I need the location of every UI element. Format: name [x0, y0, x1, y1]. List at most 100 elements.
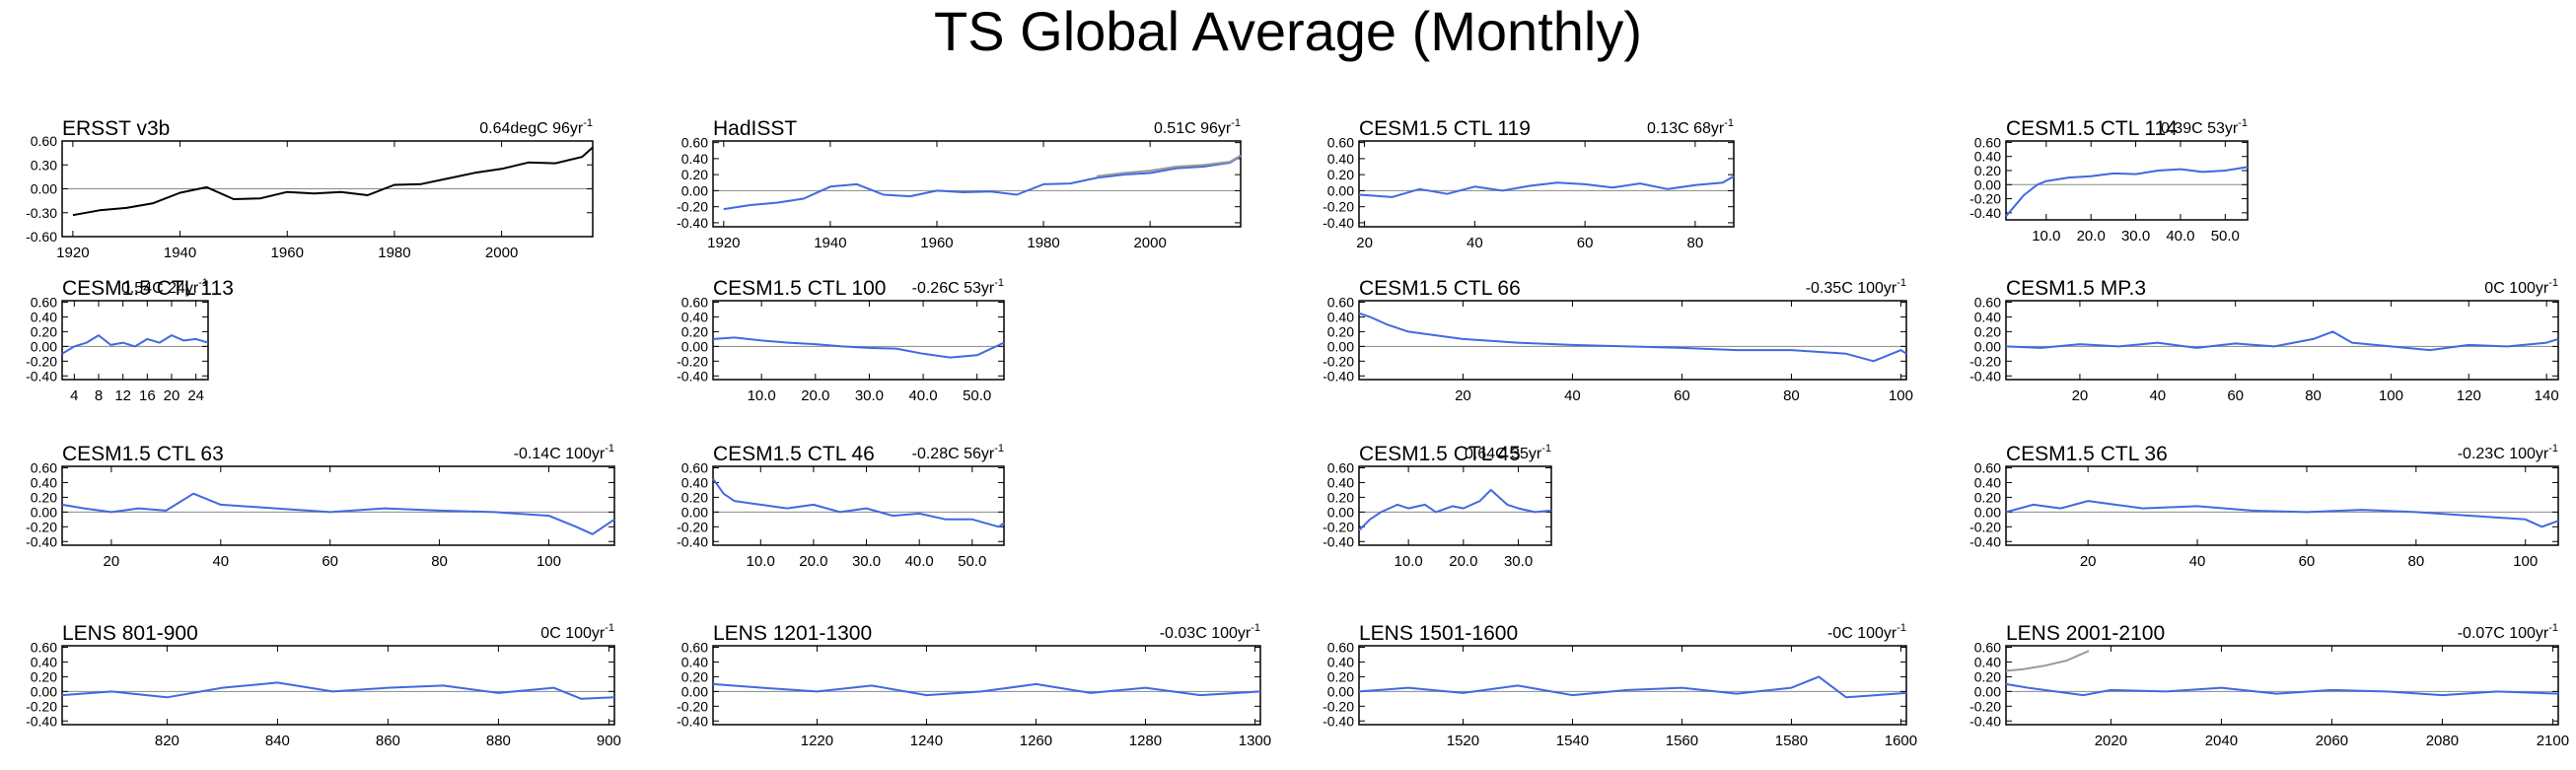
x-tick-label: 30.0 [855, 387, 884, 404]
plot-frame [1358, 300, 1907, 381]
panel-8: -0.40-0.200.000.200.400.60 20 40 60 80 100 120… [1969, 277, 2559, 404]
y-tick-label: 0.00 [1327, 182, 1354, 198]
trend-exponent: -1 [1231, 117, 1241, 129]
y-tick-label: 0.40 [1327, 309, 1354, 324]
y-tick-label: 0.00 [681, 504, 708, 520]
trend-value: 0.54C 24yr [121, 280, 199, 297]
x-tick-label: 1220 [801, 733, 833, 749]
y-tick-label: 0.00 [1327, 338, 1354, 354]
x-tick-label: 1920 [56, 245, 89, 261]
trend-value: 0.39C 53yr [2161, 120, 2239, 137]
y-tick-label: -0.20 [26, 698, 57, 714]
x-tick-label: 20 [164, 387, 180, 404]
y-tick-label: -0.40 [677, 713, 708, 729]
y-tick-label: 0.00 [681, 182, 708, 198]
plot-frame [61, 645, 615, 726]
y-tick-label: -0.40 [26, 713, 57, 729]
y-tick-label: -0.20 [1323, 698, 1354, 714]
plot-frame [2005, 645, 2559, 726]
trend-value: -0.35C 100yr [1806, 280, 1897, 297]
panel-title: CESM1.5 CTL 46 [713, 443, 875, 465]
y-tick-label: 0.40 [1974, 149, 2001, 165]
y-tick-label: 0.20 [1327, 489, 1354, 505]
y-tick-label: -0.40 [1969, 205, 2001, 221]
plot-frame [2005, 140, 2249, 221]
y-tick-label: -0.20 [26, 353, 57, 369]
x-tick-label: 1960 [920, 235, 953, 251]
x-tick-label: 50.0 [958, 553, 986, 570]
x-tick-label: 4 [70, 387, 78, 404]
panel-13: -0.40-0.200.000.200.400.60 820 840 860 880 90… [26, 622, 621, 749]
y-tick-label: 0.60 [1974, 294, 2001, 310]
y-tick-label: -0.40 [26, 533, 57, 549]
y-tick-label: -0.40 [1969, 533, 2001, 549]
y-tick-label: 0.40 [681, 654, 708, 669]
y-tick-label: -0.20 [677, 353, 708, 369]
series-line [723, 155, 1242, 211]
y-tick-label: -0.20 [677, 519, 708, 534]
plot-frame [1358, 645, 1907, 726]
panel-title: CESM1.5 CTL 119 [1359, 117, 1531, 140]
y-tick-label: 0.20 [1974, 163, 2001, 178]
trend-label: -0C 100yr-1 [1827, 622, 1906, 642]
trend-label: 0.13C 68yr-1 [1647, 117, 1734, 137]
x-tick-label: 10.0 [748, 387, 776, 404]
x-tick-label: 20 [2072, 387, 2089, 404]
x-tick-label: 1300 [1239, 733, 1271, 749]
trend-exponent: -1 [583, 117, 593, 129]
y-tick-label: -0.20 [677, 199, 708, 215]
panel-title: LENS 801-900 [62, 622, 198, 645]
y-tick-label: -0.60 [26, 229, 57, 245]
panel-title: CESM1.5 CTL 45 [1359, 443, 1521, 465]
y-tick-label: -0.30 [26, 205, 57, 221]
x-tick-label: 1540 [1556, 733, 1589, 749]
trend-label: 0.39C 53yr-1 [2161, 117, 2248, 137]
series-line [1358, 312, 1907, 363]
trend-label: -0.26C 53yr-1 [912, 277, 1004, 297]
trend-label: 0C 100yr-1 [2484, 277, 2558, 297]
x-tick-label: 60 [2299, 553, 2316, 570]
series-line [61, 681, 615, 700]
y-tick-label: 0.20 [1327, 668, 1354, 684]
y-tick-label: -0.40 [677, 533, 708, 549]
y-tick-label: -0.20 [1323, 199, 1354, 215]
y-tick-label: 0.00 [31, 181, 57, 197]
plot-frame [1358, 140, 1735, 228]
panel-title: HadISST [713, 117, 797, 140]
plot-frame [1358, 465, 1552, 546]
trend-label: 0C 100yr-1 [540, 622, 614, 642]
panel-11: -0.40-0.200.000.200.400.60 10.0 20.0 30.0 CE… [1323, 443, 1552, 570]
y-tick-label: 0.00 [31, 338, 57, 354]
panel-5: -0.40-0.200.000.200.400.60 4 8 12 16 20 24 CESM… [26, 277, 234, 404]
x-tick-label: 40.0 [905, 553, 934, 570]
trend-value: -0.14C 100yr [514, 446, 606, 462]
trend-value: 0.51C 96yr [1154, 120, 1232, 137]
panel-2: -0.40-0.200.000.200.400.60 1920 1940 1960 19… [677, 117, 1242, 251]
x-tick-label: 20.0 [799, 553, 827, 570]
plot-frame [712, 645, 1261, 726]
x-tick-label: 1980 [1027, 235, 1059, 251]
y-tick-label: -0.40 [1323, 713, 1354, 729]
y-tick-label: 0.60 [31, 294, 57, 310]
trend-exponent: -1 [605, 443, 614, 455]
x-tick-label: 30.0 [1504, 553, 1533, 570]
x-tick-label: 12 [114, 387, 131, 404]
trend-exponent: -1 [1896, 277, 1906, 289]
y-tick-label: 0.20 [681, 668, 708, 684]
trend-exponent: -1 [1896, 622, 1906, 634]
panel-14: -0.40-0.200.000.200.400.60 1220 1240 1260 12… [677, 622, 1271, 749]
y-tick-label: 0.20 [1327, 167, 1354, 182]
y-tick-label: 0.60 [31, 459, 57, 475]
x-tick-label: 860 [376, 733, 400, 749]
panel-title: LENS 1201-1300 [713, 622, 872, 645]
x-tick-label: 2020 [2095, 733, 2127, 749]
panel-15: -0.40-0.200.000.200.400.60 1520 1540 1560 15… [1323, 622, 1917, 749]
x-tick-label: 1600 [1885, 733, 1917, 749]
x-tick-label: 40.0 [908, 387, 937, 404]
x-tick-label: 30.0 [852, 553, 881, 570]
series-line [2005, 650, 2090, 672]
y-tick-label: 0.60 [681, 294, 708, 310]
y-tick-label: 0.40 [1327, 654, 1354, 669]
